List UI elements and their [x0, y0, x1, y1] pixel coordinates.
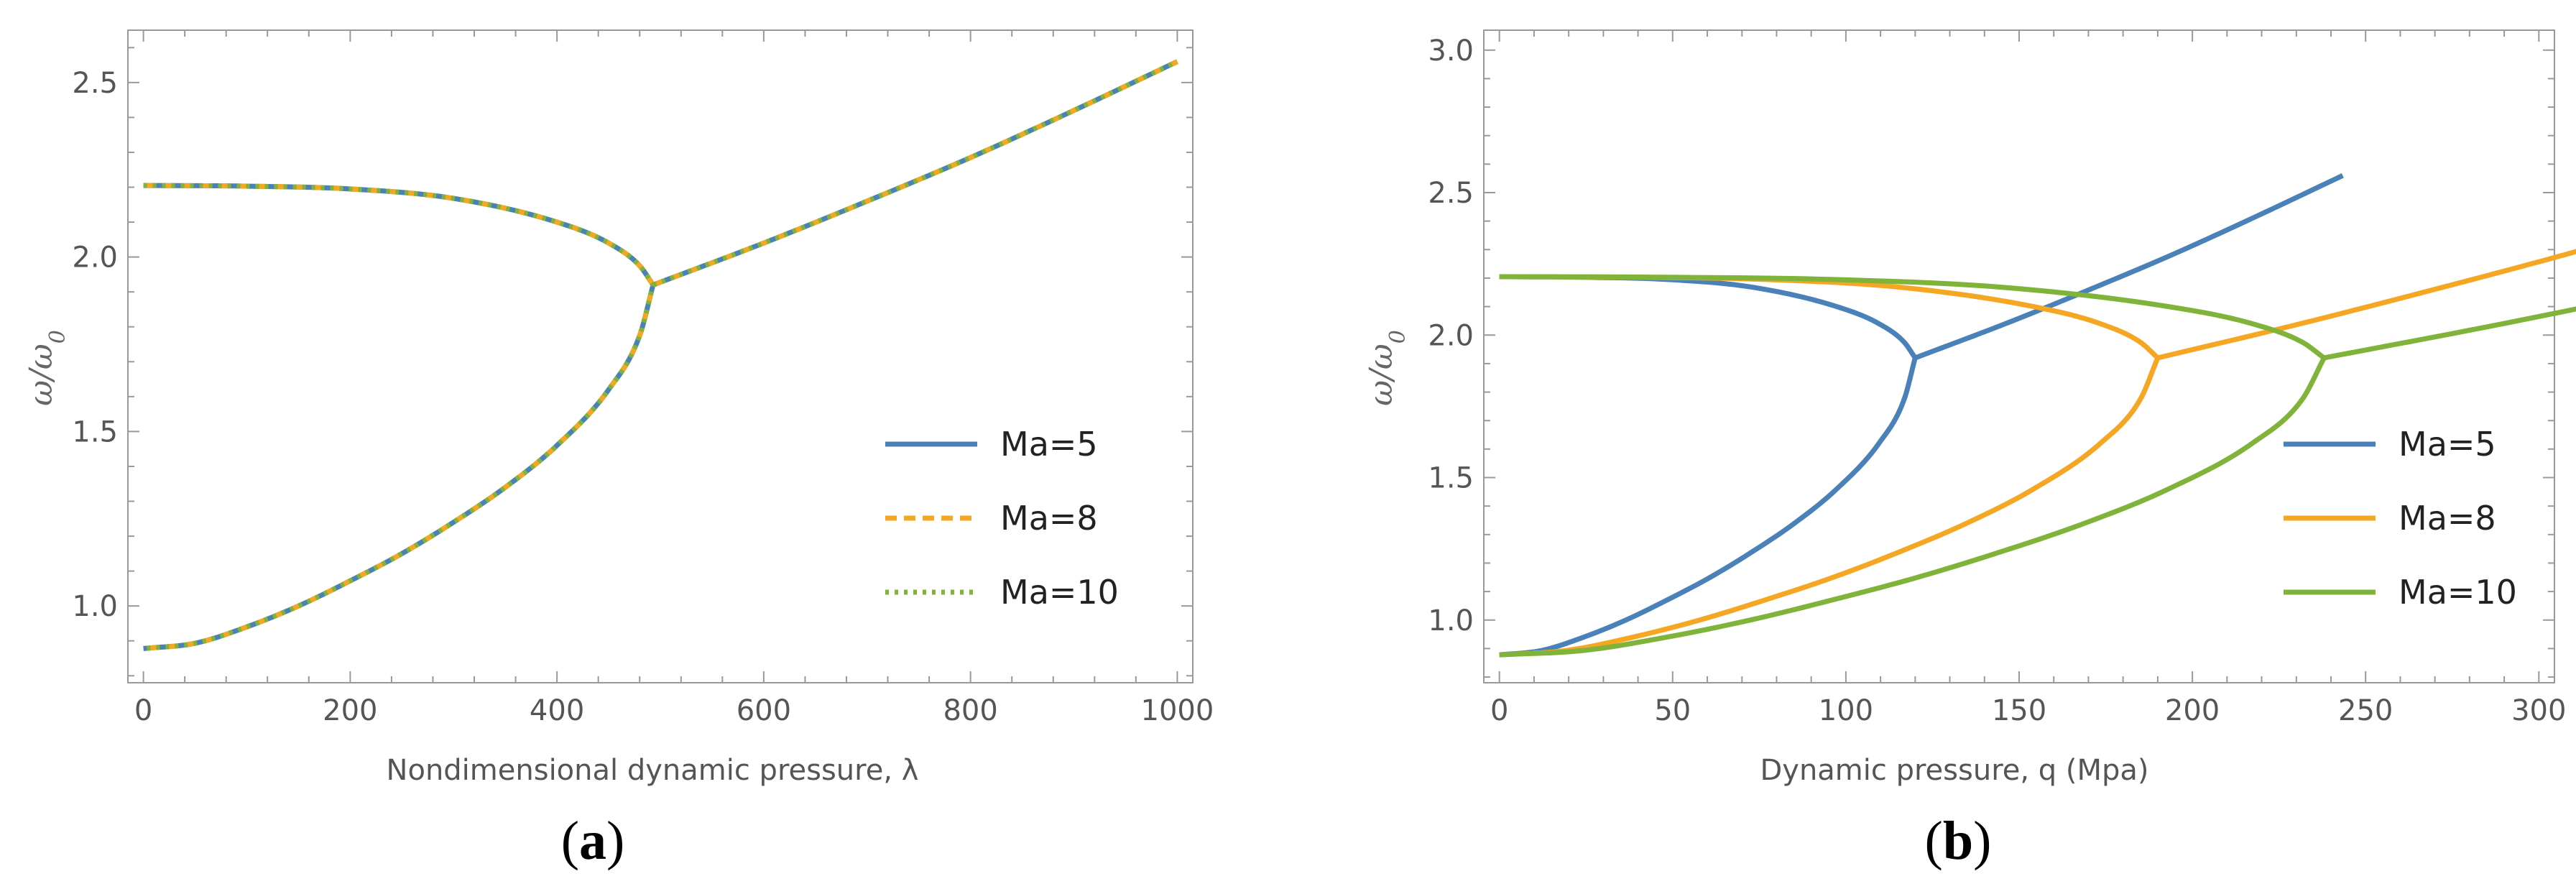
- panel-a-plot-frame: [127, 29, 1194, 683]
- x-tick-label: 250: [2338, 694, 2393, 727]
- panel-a-y-axis-label: ω/ω0: [23, 330, 70, 406]
- series-line-ma-5: [1499, 173, 2344, 658]
- y-tick-label: 1.5: [1428, 462, 1474, 495]
- x-tick-label: 0: [134, 694, 152, 727]
- series-line-ma-8: [143, 59, 1178, 651]
- y-tick-label: 1.0: [1428, 604, 1474, 637]
- series-line-ma-10: [143, 59, 1178, 651]
- x-tick-label: 0: [1490, 694, 1508, 727]
- series-line-ma-10: [1499, 274, 2576, 658]
- panel-a-caption: (a): [561, 811, 625, 871]
- panel-b-legend: Ma=5 Ma=8 Ma=10: [2284, 425, 2517, 612]
- legend-label: Ma=8: [1000, 499, 1098, 538]
- y-tick-label: 1.5: [72, 415, 118, 448]
- x-tick-label: 200: [323, 694, 377, 727]
- y-tick-label: 2.0: [1428, 319, 1474, 352]
- legend-label: Ma=10: [1000, 573, 1119, 612]
- panel-b-ticks: 0 50 100 150 200 250 300 1.0 1.5 2.0 2.5 3.0: [1428, 30, 2566, 727]
- legend-label: Ma=8: [2399, 499, 2496, 538]
- x-tick-label: 200: [2165, 694, 2220, 727]
- y-tick-label: 3.0: [1428, 34, 1474, 68]
- panel-b-curves: [1499, 173, 2576, 658]
- x-tick-label: 100: [1819, 694, 1873, 727]
- y-tick-label: 2.5: [72, 67, 118, 100]
- legend-label: Ma=10: [2399, 573, 2517, 612]
- x-tick-label: 150: [1992, 694, 2046, 727]
- y-tick-label: 1.0: [72, 590, 118, 623]
- y-tick-label: 2.5: [1428, 177, 1474, 210]
- panel-a-curves: [143, 59, 1178, 651]
- panel-a-ticks: 0 200 400 600 800 1000 1.0 1.5 2.0 2.5: [72, 30, 1214, 727]
- x-tick-label: 600: [737, 694, 791, 727]
- series-line-ma-5: [143, 59, 1178, 651]
- x-tick-label: 50: [1654, 694, 1691, 727]
- panel-b-plot-frame: [1483, 29, 2555, 683]
- panel-b-x-axis-label: Dynamic pressure, q (Mpa): [1760, 754, 2148, 787]
- panel-a-x-axis-label: Nondimensional dynamic pressure, λ: [387, 754, 919, 787]
- x-tick-label: 800: [943, 694, 997, 727]
- legend-label: Ma=5: [1000, 425, 1098, 464]
- panel-b-caption: (b): [1925, 811, 1992, 871]
- y-tick-label: 2.0: [72, 241, 118, 275]
- x-tick-label: 300: [2511, 694, 2566, 727]
- legend-label: Ma=5: [2399, 425, 2496, 464]
- panel-a-legend: Ma=5 Ma=8 Ma=10: [885, 425, 1119, 612]
- panel-b-y-axis-label: ω/ω0: [1363, 330, 1411, 406]
- x-tick-label: 1000: [1141, 694, 1214, 727]
- x-tick-label: 400: [530, 694, 584, 727]
